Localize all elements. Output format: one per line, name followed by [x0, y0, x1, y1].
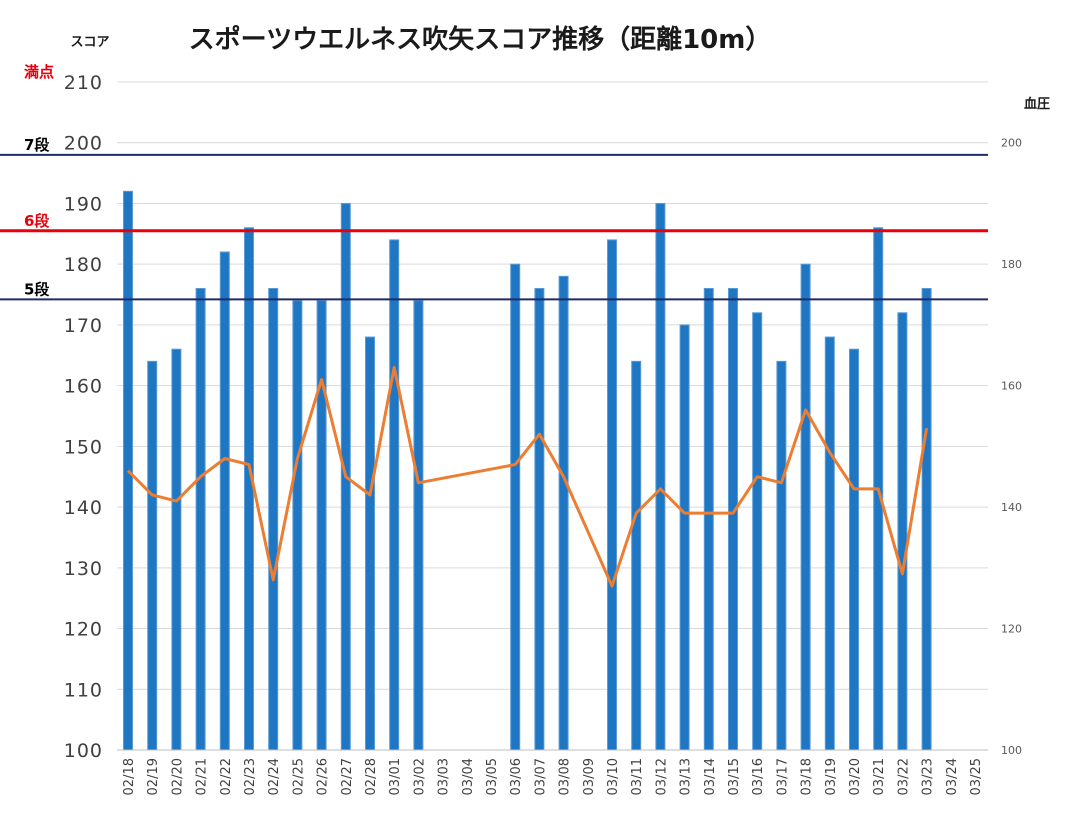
y-axis-label: スコア — [70, 35, 109, 50]
y-tick-label: 150 — [64, 436, 103, 458]
bar — [268, 287, 279, 751]
x-tick-label: 03/25 — [969, 758, 984, 795]
x-tick-label: 02/22 — [219, 758, 234, 795]
bar — [776, 360, 787, 751]
x-tick-label: 03/16 — [751, 758, 766, 795]
x-tick-label: 02/20 — [170, 758, 185, 795]
grid — [117, 81, 988, 751]
y2-tick-label: 200 — [1001, 137, 1022, 150]
x-tick-label: 03/20 — [848, 758, 863, 795]
x-tick-label: 03/23 — [921, 758, 936, 795]
bar — [510, 263, 521, 751]
reference-label: 5段 — [24, 280, 49, 298]
reference-label: 7段 — [24, 136, 49, 154]
x-tick-label: 03/22 — [896, 758, 911, 795]
y-tick-label: 160 — [64, 376, 103, 398]
x-tick-label: 02/21 — [195, 758, 210, 795]
y2-tick-label: 120 — [1001, 623, 1022, 636]
reference-label: 満点 — [24, 63, 54, 81]
x-tick-label: 03/21 — [872, 758, 887, 795]
x-tick-label: 02/26 — [316, 758, 331, 795]
x-tick-label: 03/02 — [412, 758, 427, 795]
y-tick-label: 190 — [64, 193, 103, 215]
x-tick-label: 03/11 — [630, 758, 645, 795]
x-tick-label: 03/14 — [703, 758, 718, 795]
bar — [558, 275, 569, 751]
y-tick-label: 120 — [64, 619, 103, 641]
bar — [244, 227, 254, 751]
y2-tick-label: 140 — [1001, 501, 1022, 514]
bar — [824, 336, 835, 751]
x-tick-label: 03/13 — [679, 758, 694, 795]
x-tick-label: 02/28 — [364, 758, 379, 795]
x-tick-label: 03/18 — [800, 758, 815, 795]
bar — [123, 190, 133, 751]
y-tick-label: 140 — [64, 497, 103, 519]
x-tick-label: 03/06 — [509, 758, 524, 795]
y-tick-label: 180 — [64, 254, 103, 276]
bar — [679, 324, 690, 751]
bar — [655, 202, 666, 751]
x-tick-label: 03/04 — [461, 758, 476, 795]
line-series-path — [126, 365, 929, 588]
bar — [534, 287, 545, 751]
bar — [728, 287, 738, 751]
x-tick-label: 03/10 — [606, 758, 621, 795]
bar — [849, 348, 859, 751]
y2-tick-label: 100 — [1001, 744, 1022, 757]
x-tick-label: 02/24 — [267, 758, 282, 795]
y-tick-label: 110 — [64, 679, 103, 701]
y-tick-label: 130 — [64, 558, 103, 580]
x-tick-label: 03/19 — [824, 758, 839, 795]
y-tick-label: 200 — [64, 133, 103, 155]
x-tick-label: 03/09 — [582, 758, 597, 795]
y-tick-label: 210 — [64, 72, 103, 94]
bar — [219, 251, 230, 751]
bar — [147, 360, 158, 751]
bar — [413, 300, 424, 751]
bar — [607, 239, 617, 751]
y2-axis-label: 血圧 — [1024, 96, 1050, 112]
bar — [171, 348, 182, 751]
bar — [365, 336, 375, 751]
bar — [703, 287, 714, 751]
y2-tick-label: 160 — [1001, 380, 1022, 393]
bar — [195, 287, 206, 751]
bar-series — [123, 190, 932, 751]
bar — [752, 312, 763, 751]
y-tick-label: 170 — [64, 315, 103, 337]
y2-tick-label: 180 — [1001, 258, 1022, 271]
bar — [292, 300, 303, 751]
x-tick-label: 03/01 — [388, 758, 403, 795]
x-tick-label: 03/07 — [533, 758, 548, 795]
x-tick-label: 03/05 — [485, 758, 500, 795]
bar — [897, 312, 908, 751]
reference-lines: 満点 7段 6段 5段 — [0, 63, 988, 301]
x-tick-label: 03/24 — [945, 758, 960, 795]
x-tick-label: 02/25 — [291, 758, 306, 795]
x-tick-label: 03/08 — [558, 758, 573, 795]
bar — [800, 263, 811, 751]
x-tick-label: 03/12 — [654, 758, 669, 795]
bar — [389, 239, 400, 751]
x-tick-label: 02/19 — [146, 758, 161, 795]
chart-title: スポーツウエルネス吹矢スコア推移（距離10m） — [189, 24, 772, 55]
x-tick-label: 02/18 — [122, 758, 137, 795]
line-series — [126, 365, 929, 588]
x-tick-label: 03/03 — [437, 758, 452, 795]
x-tick-label: 03/17 — [775, 758, 790, 795]
axes: 100 110 120 130 140 150 160 170 180 190 200 210 100 1… — [64, 72, 1022, 795]
y-tick-label: 100 — [64, 740, 103, 762]
x-tick-label: 03/15 — [727, 758, 742, 795]
reference-label: 6段 — [24, 212, 49, 230]
bar — [316, 300, 327, 751]
bar — [631, 360, 642, 751]
x-tick-label: 02/23 — [243, 758, 258, 795]
x-tick-label: 02/27 — [340, 758, 355, 795]
bar — [921, 287, 932, 751]
